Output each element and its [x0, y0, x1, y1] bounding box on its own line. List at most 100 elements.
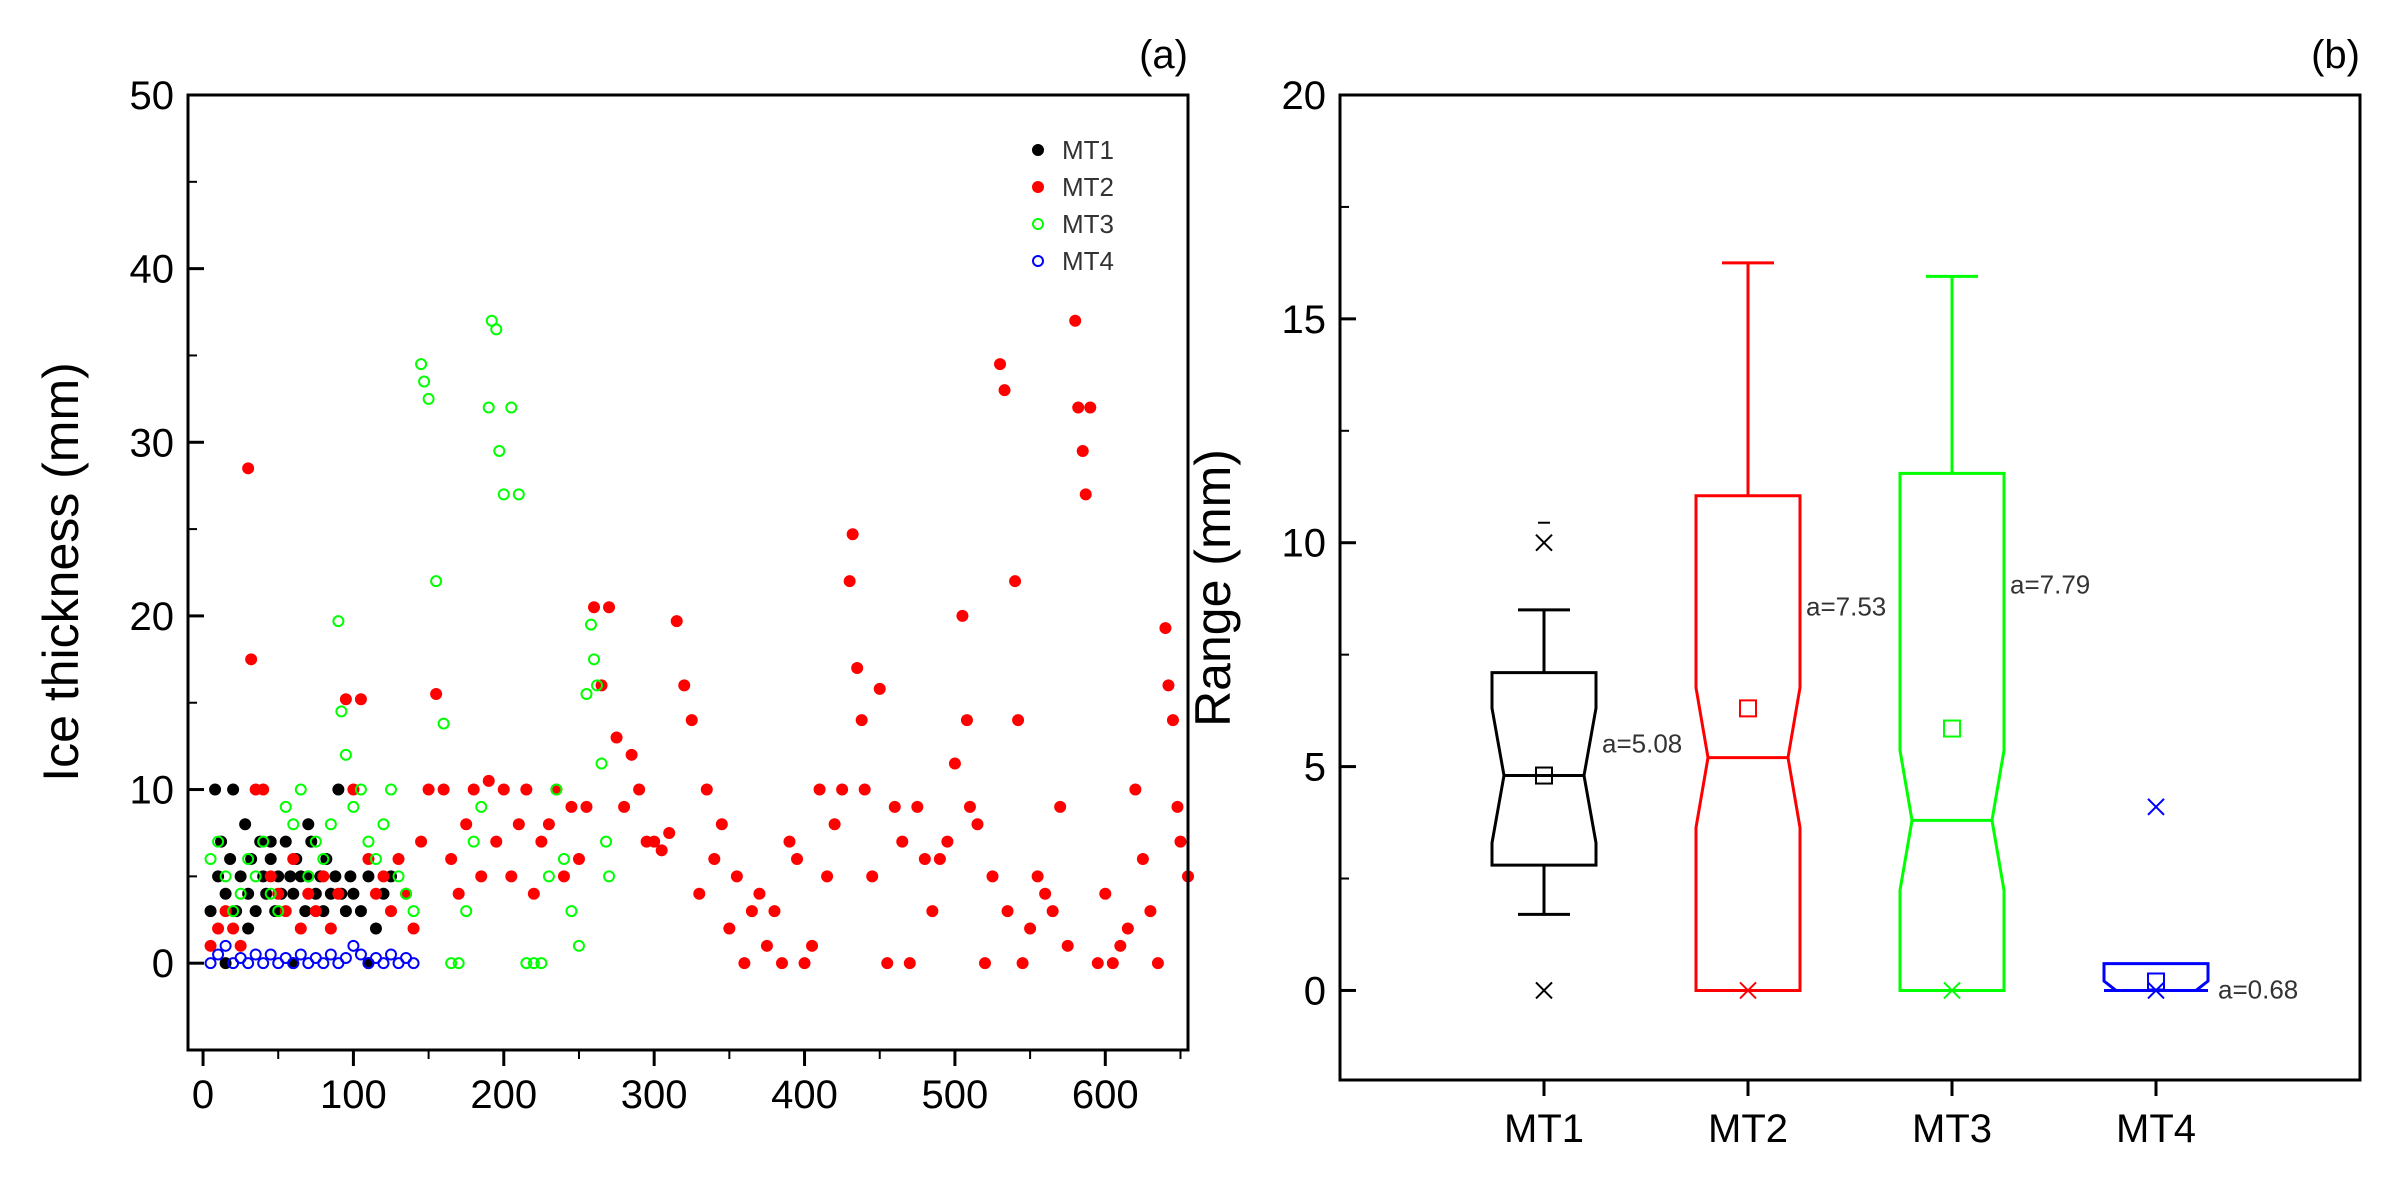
data-point-mt2: [1069, 314, 1082, 327]
data-point-mt2: [663, 826, 676, 839]
x-tick-label-a: 200: [470, 1073, 537, 1117]
data-point-mt3: [591, 679, 604, 692]
data-point-mt3: [493, 444, 506, 457]
data-point-mt1: [302, 818, 315, 831]
data-point-mt2: [1171, 800, 1184, 813]
data-point-mt3: [339, 748, 352, 761]
data-point-mt3: [392, 870, 405, 883]
data-point-mt2: [813, 783, 826, 796]
data-point-mt2: [986, 870, 999, 883]
data-point-mt2: [603, 601, 616, 614]
data-point-mt4: [407, 957, 420, 970]
legend-marker-mt1: [1032, 144, 1044, 156]
data-point-mt2: [715, 818, 728, 831]
box-mt4: [2102, 962, 2210, 992]
data-point-mt1: [299, 905, 312, 918]
box-mt1: [1490, 671, 1598, 867]
data-point-mt4: [219, 939, 232, 952]
data-point-mt3: [242, 853, 255, 865]
legend-label-mt2: MT2: [1062, 172, 1114, 202]
data-point-mt1: [249, 905, 262, 918]
data-point-mt2: [1166, 714, 1179, 727]
data-point-mt3: [294, 783, 307, 796]
data-point-mt3: [580, 688, 593, 701]
data-point-mt2: [407, 922, 420, 935]
data-point-mt2: [287, 853, 300, 865]
max-marker-mt4: [2147, 798, 2165, 816]
legend-label-mt4: MT4: [1062, 246, 1114, 276]
data-point-mt2: [467, 783, 480, 796]
data-point-mt2: [460, 818, 473, 831]
data-point-mt1: [209, 783, 222, 796]
x-tick-label-b: MT1: [1504, 1107, 1584, 1151]
data-point-mt2: [693, 887, 706, 900]
data-point-mt4: [377, 957, 390, 970]
data-point-mt1: [332, 783, 345, 796]
panel-a-x-axis: 0 100 200 300 400 500 600: [192, 1050, 1182, 1117]
y-tick-label-b: 0: [1304, 969, 1326, 1013]
panel-b-data-marks: a=5.08 a=7.53 a=7.79 a=0.68: [1490, 261, 2298, 1004]
data-point-mt2: [1091, 957, 1104, 970]
panel-b-frame: [1338, 93, 2362, 1082]
data-point-mt1: [284, 870, 297, 883]
data-point-mt2: [738, 957, 751, 970]
data-point-mt2: [866, 870, 879, 883]
panel-b-x-axis: MT1 MT2 MT3 MT4: [1504, 1080, 2196, 1151]
mean-marker-mt3: [1943, 719, 1961, 738]
data-point-mt4: [249, 948, 262, 961]
data-point-mt2: [475, 870, 488, 883]
data-point-mt3: [520, 957, 533, 970]
x-tick-label-a: 400: [771, 1073, 838, 1117]
x-tick-label-b: MT4: [2116, 1107, 2196, 1151]
data-point-mt2: [783, 835, 796, 848]
data-point-mt2: [339, 693, 352, 706]
data-point-mt2: [855, 714, 868, 727]
mean-marker-mt4: [2147, 972, 2165, 991]
data-point-mt2: [482, 774, 495, 787]
data-point-mt1: [344, 870, 357, 883]
y-tick-label-a: 30: [130, 421, 175, 465]
data-point-mt1: [362, 870, 375, 883]
data-point-mt1: [347, 887, 360, 900]
data-point-mt2: [1084, 401, 1097, 414]
data-point-mt2: [422, 783, 435, 796]
panel-b-y-axis: 0 5 10 15 20: [1282, 74, 1356, 1013]
data-point-mt2: [1129, 783, 1142, 796]
panel-b-boxplot: a=5.08 a=7.53 a=7.79 a=0.68 0 5 10 15 20 MT1 MT2…: [1185, 33, 2362, 1151]
data-point-mt2: [245, 653, 258, 666]
data-point-mt1: [369, 922, 382, 935]
data-point-mt2: [1001, 905, 1014, 918]
data-point-mt3: [550, 783, 563, 796]
data-point-mt2: [227, 922, 240, 935]
data-point-mt2: [648, 835, 661, 848]
data-point-mt3: [415, 358, 428, 371]
data-point-mt3: [588, 653, 601, 666]
annotation-mt4: a=0.68: [2218, 974, 2298, 1004]
data-point-mt2: [565, 800, 578, 813]
data-point-mt4: [212, 948, 225, 961]
data-point-mt4: [324, 948, 337, 961]
mean-marker-mt1: [1535, 766, 1553, 785]
panel-b-label: (b): [2311, 33, 2360, 77]
data-point-mt3: [227, 905, 240, 918]
data-point-mt2: [730, 870, 743, 883]
data-point-mt2: [798, 957, 811, 970]
data-point-mt3: [385, 783, 398, 796]
data-point-mt2: [836, 783, 849, 796]
data-point-mt2: [1009, 575, 1022, 588]
data-point-mt2: [948, 757, 961, 770]
data-point-mt2: [512, 818, 525, 831]
data-point-mt2: [1039, 887, 1052, 900]
data-point-mt1: [354, 905, 367, 918]
data-point-mt2: [572, 853, 585, 865]
data-point-mt2: [933, 853, 946, 865]
data-point-mt4: [347, 939, 360, 952]
y-tick-label-b: 15: [1282, 298, 1327, 342]
data-point-mt2: [1151, 957, 1164, 970]
data-point-mt2: [234, 939, 247, 952]
data-point-mt3: [445, 957, 458, 970]
data-point-mt3: [347, 800, 360, 813]
data-point-mt2: [505, 870, 518, 883]
data-point-mt2: [760, 939, 773, 952]
data-point-mt2: [1031, 870, 1044, 883]
